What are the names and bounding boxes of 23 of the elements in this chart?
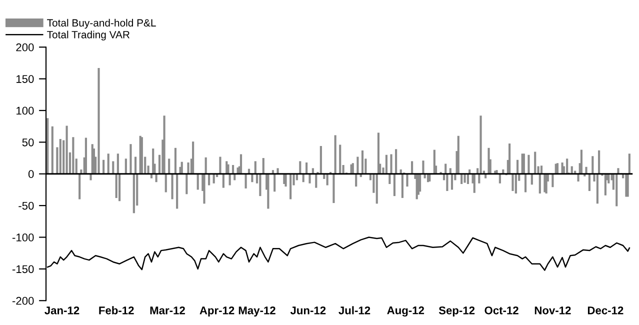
y-tick-label: -50	[18, 202, 34, 210]
y-tick-label: 100	[16, 106, 34, 115]
x-tick-label: Oct-12	[484, 306, 518, 314]
x-tick-label: May-12	[238, 306, 276, 317]
x-tick-label: Mar-12	[150, 306, 185, 314]
x-tick-label: Dec-12	[588, 306, 624, 314]
y-tick-label: 50	[22, 138, 34, 146]
x-tick-label: Jul-12	[338, 306, 370, 314]
x-tick-label: Feb-12	[99, 306, 134, 314]
legend-label: Total Buy-and-hold P&L	[47, 18, 156, 29]
legend-label: Total Trading VAR	[47, 30, 130, 40]
x-tick-label: Jan-12	[44, 306, 80, 314]
y-tick-label: 150	[16, 75, 34, 83]
x-tick-label: Nov-12	[534, 306, 571, 314]
x-tick-label: Apr-12	[200, 306, 234, 317]
y-tick-label: 200	[16, 43, 34, 52]
y-tick-label: -200	[12, 296, 34, 305]
y-tick-label: -100	[12, 234, 34, 242]
x-tick-label: Jun-12	[290, 306, 326, 314]
x-tick-label: Aug-12	[387, 306, 424, 317]
y-tick-label: 0	[28, 170, 34, 178]
y-tick-label: -150	[12, 265, 34, 274]
x-tick-label: Sep-12	[438, 306, 475, 317]
